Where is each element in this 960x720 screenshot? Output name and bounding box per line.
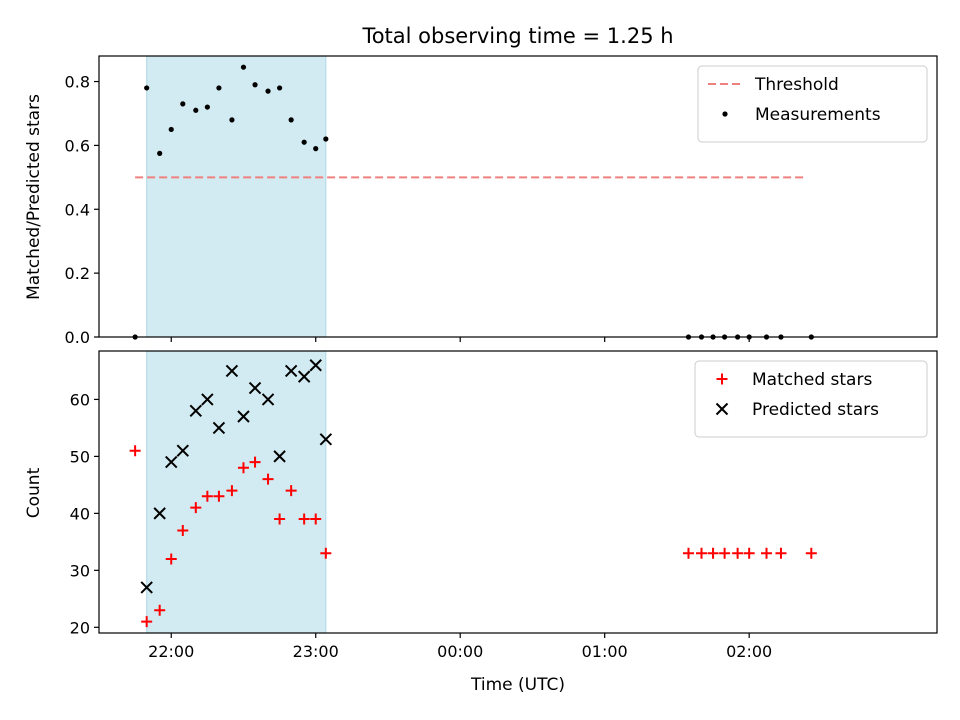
y-tick-label: 0.8	[65, 73, 90, 92]
matched-stars-point	[732, 547, 744, 559]
x-tick-label: 22:00	[148, 642, 194, 661]
measurement-point	[240, 64, 247, 70]
predicted-stars-point	[153, 507, 166, 520]
predicted-stars-point	[165, 455, 178, 469]
measurement-point	[265, 88, 271, 94]
matched-stars-point	[285, 485, 297, 497]
predicted-stars-point	[212, 421, 226, 435]
x-tick-label: 01:00	[582, 642, 628, 661]
x-tick-label: 02:00	[726, 642, 772, 661]
legend-box	[697, 65, 928, 143]
predicted-stars-point	[284, 364, 298, 378]
measurement-point	[277, 85, 283, 91]
chart-title: Total observing time = 1.25 h	[361, 24, 673, 48]
y-tick-label: 30	[70, 561, 90, 580]
x-axis-label: Time (UTC)	[470, 675, 565, 695]
matched-stars-point	[213, 490, 225, 502]
top-y-axis-label: Matched/Predicted stars	[24, 94, 44, 300]
top-panel: 0.0 0.2 0.4 0.6 0.8 Threshold Measurements	[65, 55, 938, 347]
predicted-stars-point	[297, 370, 311, 383]
measurement-point	[323, 136, 329, 142]
measurement-point	[301, 139, 307, 145]
matched-stars-point	[226, 485, 238, 497]
matched-stars-point	[249, 456, 261, 468]
legend-label: Predicted stars	[752, 400, 879, 420]
measurement-point	[252, 82, 258, 88]
predicted-stars-point	[273, 450, 286, 463]
predicted-stars-point	[309, 359, 322, 372]
legend-box	[694, 360, 928, 438]
matched-stars-point	[682, 547, 694, 559]
predicted-stars-point	[225, 364, 239, 378]
matched-stars-point	[298, 513, 310, 525]
y-tick-label: 40	[70, 504, 90, 523]
y-tick-label: 0.6	[65, 136, 90, 155]
measurement-point	[193, 107, 199, 113]
y-tick-label: 20	[70, 618, 90, 637]
axes-frame	[98, 350, 938, 634]
matched-stars-point	[310, 513, 322, 525]
y-tick-label: 0.0	[65, 328, 90, 347]
observing-window-shade	[146, 350, 327, 634]
predicted-stars-point	[201, 393, 214, 406]
matched-stars-point	[274, 513, 286, 525]
y-tick-label: 60	[70, 390, 90, 409]
legend-label: Measurements	[755, 105, 881, 125]
matched-stars-point	[743, 547, 755, 559]
y-tick-label: 0.2	[65, 264, 90, 283]
matched-stars-point	[719, 547, 731, 559]
y-tick-label: 50	[70, 447, 90, 466]
predicted-stars-point	[248, 381, 262, 395]
x-tick-label: 23:00	[293, 642, 339, 661]
measurement-point	[157, 150, 163, 156]
legend-label: Threshold	[754, 75, 839, 95]
legend-predicted-swatch	[715, 402, 729, 416]
predicted-stars-point	[319, 433, 333, 446]
measurement-point	[180, 101, 186, 107]
predicted-stars-point	[140, 581, 153, 594]
legend-measurement-swatch	[722, 111, 728, 117]
legend-label: Matched stars	[752, 370, 872, 390]
bottom-y-axis-label: Count	[24, 467, 44, 518]
measurement-point	[216, 85, 222, 91]
bottom-panel: 20 30 40 50 60 22:00 23:00 00:00 01:00 02:00 Match…	[70, 350, 938, 661]
legend: Threshold Measurements	[697, 65, 928, 143]
measurement-point	[168, 126, 174, 133]
predicted-stars-point	[176, 444, 190, 457]
observing-window-shade	[146, 55, 327, 338]
predicted-stars-point	[261, 393, 275, 406]
matched-stars-point	[154, 604, 166, 616]
matched-stars-point	[695, 547, 707, 559]
measurement-point	[313, 146, 319, 152]
matched-stars-point	[141, 616, 153, 628]
legend-matched-swatch	[716, 373, 728, 385]
matched-stars-point	[237, 462, 249, 474]
matched-stars-point	[177, 524, 189, 536]
matched-stars-point	[165, 553, 177, 565]
axes-frame	[98, 55, 938, 338]
x-tick-label: 00:00	[437, 642, 483, 661]
measurement-point	[144, 85, 150, 91]
measurement-point	[288, 117, 294, 123]
matched-stars-point	[707, 547, 719, 559]
matched-stars-point	[761, 547, 773, 559]
matched-stars-point	[262, 473, 274, 485]
predicted-stars-point	[237, 410, 250, 423]
matched-stars-point	[190, 502, 202, 514]
legend: Matched stars Predicted stars	[694, 360, 928, 438]
measurement-point	[204, 104, 210, 110]
matched-stars-point	[320, 547, 332, 559]
predicted-stars-point	[189, 404, 203, 418]
matched-stars-point	[775, 547, 787, 559]
matched-stars-point	[129, 445, 141, 457]
matched-stars-point	[805, 547, 817, 559]
y-tick-label: 0.4	[65, 200, 90, 219]
matched-stars-point	[201, 490, 213, 502]
measurement-point	[229, 117, 235, 123]
